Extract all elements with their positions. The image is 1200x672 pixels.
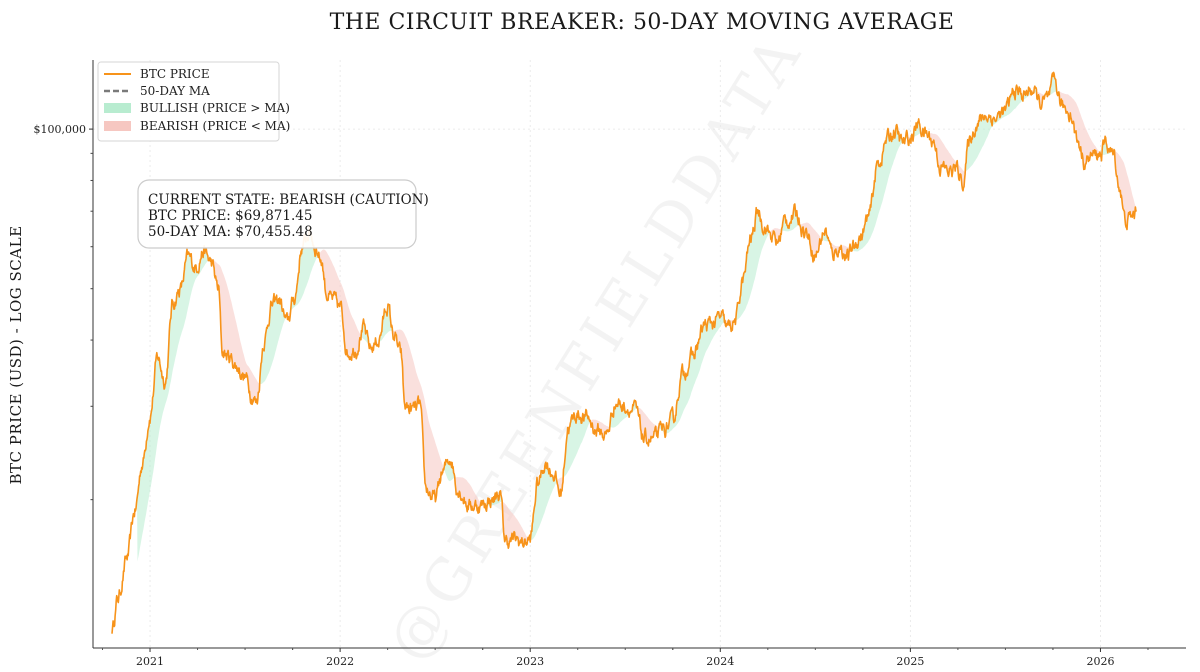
annotation-ma: 50-DAY MA: $70,455.48 bbox=[148, 224, 313, 240]
x-tick-label: 2025 bbox=[896, 655, 924, 668]
bullish-region bbox=[852, 124, 903, 252]
current-state-annotation: CURRENT STATE: BEARISH (CAUTION) BTC PRI… bbox=[137, 179, 429, 249]
bearish-region bbox=[841, 244, 850, 261]
legend-bullish-label: BULLISH (PRICE > MA) bbox=[140, 101, 290, 115]
legend-item-bullish: BULLISH (PRICE > MA) bbox=[104, 101, 290, 115]
chart-title: THE CIRCUIT BREAKER: 50-DAY MOVING AVERA… bbox=[330, 10, 955, 35]
legend-item-price: BTC PRICE bbox=[104, 67, 210, 81]
annotation-state: CURRENT STATE: BEARISH (CAUTION) bbox=[148, 192, 429, 208]
bearish-region bbox=[800, 222, 823, 262]
bullish-region bbox=[137, 245, 209, 562]
y-tick-label: $100,000 bbox=[34, 123, 87, 136]
legend-price-label: BTC PRICE bbox=[140, 67, 210, 81]
bearish-region bbox=[502, 501, 529, 549]
bullish-region bbox=[444, 459, 456, 484]
annotation-price: BTC PRICE: $69,871.45 bbox=[148, 208, 312, 224]
bearish-region bbox=[319, 249, 362, 361]
bullish-region bbox=[666, 309, 725, 434]
bearish-region bbox=[1056, 91, 1100, 170]
y-axis-label: BTC PRICE (USD) - LOG SCALE bbox=[7, 225, 25, 484]
watermark-text: @GREENFIELDDATA bbox=[374, 20, 817, 672]
legend-bearish-swatch bbox=[104, 121, 131, 131]
legend-ma-label: 50-DAY MA bbox=[140, 84, 210, 98]
bearish-region bbox=[1115, 151, 1137, 230]
y-axis-ticks: $100,000 bbox=[34, 123, 93, 501]
axes bbox=[92, 60, 1186, 649]
x-tick-label: 2026 bbox=[1086, 655, 1114, 668]
annotation-box bbox=[137, 179, 417, 249]
x-tick-label: 2024 bbox=[706, 655, 734, 668]
bullish-region bbox=[735, 207, 771, 321]
legend-item-ma: 50-DAY MA bbox=[104, 84, 210, 98]
legend-bullish-swatch bbox=[104, 103, 131, 113]
watermark: @GREENFIELDDATA bbox=[374, 20, 817, 672]
bullish-region bbox=[609, 399, 630, 428]
legend-item-bearish: BEARISH (PRICE < MA) bbox=[104, 119, 290, 133]
btc-price-line bbox=[111, 71, 1138, 634]
bullish-region bbox=[259, 293, 288, 384]
legend-bearish-label: BEARISH (PRICE < MA) bbox=[140, 119, 290, 133]
x-tick-label: 2023 bbox=[516, 655, 544, 668]
bearish-region bbox=[211, 259, 260, 405]
bearish-region bbox=[392, 329, 445, 502]
grid bbox=[93, 60, 1186, 648]
x-tick-label: 2022 bbox=[326, 655, 354, 668]
x-tick-label: 2021 bbox=[136, 655, 164, 668]
x-axis-ticks: 2021 2022 2023 2024 2025 2026 bbox=[102, 648, 1149, 668]
legend: BTC PRICE 50-DAY MA BULLISH (PRICE > MA)… bbox=[97, 61, 290, 142]
legend-box bbox=[97, 61, 280, 142]
